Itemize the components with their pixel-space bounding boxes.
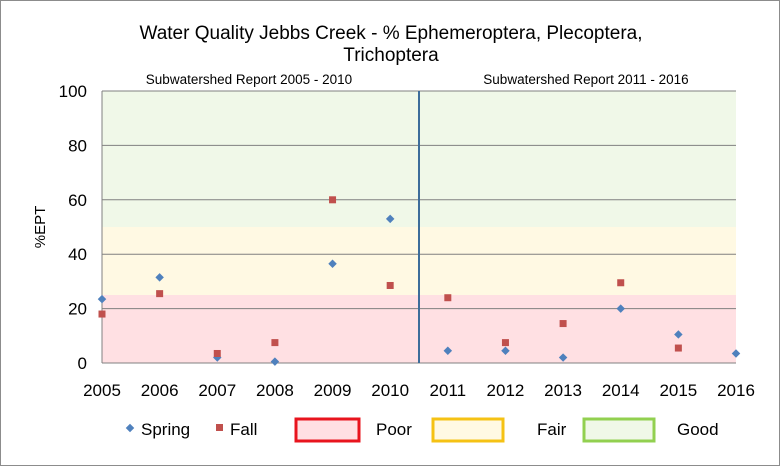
y-tick-label-20: 20	[68, 300, 87, 319]
legend-fair-swatch	[431, 417, 505, 443]
legend-item-spring: Spring	[125, 420, 190, 439]
region-label-right: Subwatershed Report 2011 - 2016	[483, 72, 688, 87]
spring-point-2006	[155, 273, 164, 282]
fall-point-2015	[674, 344, 682, 352]
chart-title-line-1: Water Quality Jebbs Creek - % Ephemeropt…	[139, 23, 642, 44]
x-tick-label-2014: 2014	[602, 381, 640, 400]
x-tick-label-2007: 2007	[198, 381, 236, 400]
y-tick-label-100: 100	[59, 82, 87, 101]
x-tick-label-2015: 2015	[659, 381, 697, 400]
spring-point-2008	[270, 357, 280, 366]
x-tick-label-2011: 2011	[430, 381, 467, 400]
spring-point-2010	[385, 214, 395, 224]
legend-good-label: Good	[677, 420, 719, 439]
fall-point-2005	[98, 310, 106, 318]
spring-point-2014	[616, 304, 625, 313]
region-label-left: Subwatershed Report 2005 - 2010	[146, 72, 352, 87]
spring-point-2012	[501, 346, 510, 356]
fall-point-2010	[386, 281, 394, 289]
legend-good-swatch	[582, 417, 656, 443]
legend-poor-label: Poor	[376, 420, 412, 439]
y-tick-label-0: 0	[78, 354, 87, 373]
fall-point-2013	[559, 320, 567, 328]
legend-item-fall: Fall	[216, 420, 257, 439]
spring-point-2016	[731, 349, 741, 358]
x-tick-label-2005: 2005	[83, 381, 121, 400]
fall-point-2011	[444, 294, 452, 302]
x-tick-label-2012: 2012	[487, 381, 525, 400]
legend-spring-label: Spring	[141, 420, 190, 439]
x-tick-label-2009: 2009	[314, 381, 352, 400]
legend-fair-label: Fair	[537, 420, 567, 439]
y-axis-label: %EPT	[32, 206, 49, 249]
legend-spring-marker	[125, 423, 135, 433]
spring-point-2009	[328, 259, 337, 268]
x-tick-label-2008: 2008	[256, 381, 294, 400]
x-tick-label-2013: 2013	[544, 381, 582, 400]
spring-point-2011	[443, 346, 453, 356]
legend-fall-label: Fall	[230, 420, 257, 439]
spring-point-2013	[558, 353, 568, 362]
legend-item-poor: Poor	[294, 417, 412, 443]
y-tick-label-60: 60	[68, 191, 87, 210]
legend-item-good: Good	[582, 417, 719, 443]
fall-point-2012	[501, 339, 509, 347]
fall-point-2008	[271, 339, 279, 347]
legend-item-fair: Fair	[431, 417, 567, 443]
spring-point-2005	[97, 294, 107, 304]
fall-point-2014	[617, 279, 625, 287]
fall-point-2009	[329, 196, 337, 204]
y-tick-label-80: 80	[68, 136, 87, 155]
x-tick-label-2006: 2006	[141, 381, 179, 400]
fall-point-2007	[213, 349, 221, 357]
data-points	[97, 196, 741, 366]
fall-point-2006	[156, 290, 164, 298]
spring-point-2015	[674, 330, 683, 339]
chart-title-line-2: Trichoptera	[343, 45, 439, 66]
tick-labels: 0 20 40 60 80 100 2005 2006 2007 2008 2009 2010 2011…	[59, 82, 755, 400]
y-tick-label-40: 40	[68, 245, 87, 264]
legend-fall-marker	[216, 424, 223, 431]
legend: Spring Fall Poor Fair Good	[125, 417, 719, 443]
x-tick-label-2010: 2010	[371, 381, 409, 400]
x-tick-label-2016: 2016	[717, 381, 755, 400]
legend-poor-swatch	[294, 417, 361, 443]
